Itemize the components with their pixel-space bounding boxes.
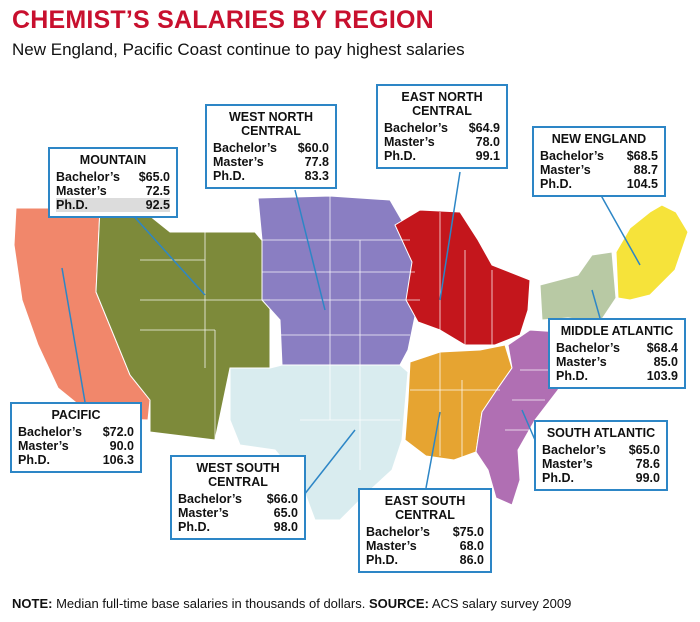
region-name-line2: CENTRAL [395, 508, 455, 522]
value: $66.0 [266, 492, 298, 506]
middle-atlantic-label-box: MIDDLE ATLANTIC Bachelor’s $68.4 Master’s… [548, 318, 686, 389]
row-label: Master’s [213, 155, 264, 169]
region-middle-atlantic [539, 251, 617, 323]
row-label: Ph.D. [540, 177, 572, 191]
region-name: NEW ENGLAND [551, 132, 647, 146]
value: $64.9 [468, 121, 500, 135]
row-label: Ph.D. [56, 198, 88, 212]
value: 72.5 [145, 184, 170, 198]
west-south-central-label-box: WEST SOUTH CENTRAL Bachelor’s $66.0 Master… [170, 455, 306, 540]
region-new-england [615, 204, 689, 301]
chart-title: CHEMIST’S SALARIES BY REGION [12, 6, 434, 34]
region-name-line1: WEST SOUTH [196, 461, 280, 475]
value: $60.0 [297, 141, 329, 155]
value: 104.5 [626, 177, 658, 191]
footnote: NOTE: Median full-time base salaries in … [12, 596, 571, 611]
source-label: SOURCE: [368, 596, 429, 611]
value: 92.5 [145, 198, 170, 212]
value: $65.0 [138, 170, 170, 184]
value: 86.0 [459, 553, 484, 567]
row-label: Bachelor’s [540, 149, 604, 163]
row-label: Master’s [542, 457, 593, 471]
east-north-central-label-box: EAST NORTH CENTRAL Bachelor’s $64.9 Master… [376, 84, 508, 169]
region-name-line2: CENTRAL [241, 124, 301, 138]
row-label: Ph.D. [556, 369, 588, 383]
value: $72.0 [102, 425, 134, 439]
value: 99.0 [635, 471, 660, 485]
value: 65.0 [273, 506, 298, 520]
value: 83.3 [304, 169, 329, 183]
mountain-label-box: MOUNTAIN Bachelor’s $65.0 Master’s 72.5 Ph… [48, 147, 178, 218]
value: 78.6 [635, 457, 660, 471]
region-east-north-central [394, 209, 531, 346]
value: 103.9 [646, 369, 678, 383]
value: 78.0 [475, 135, 500, 149]
row-label: Master’s [540, 163, 591, 177]
row-label: Ph.D. [366, 553, 398, 567]
row-label: Ph.D. [178, 520, 210, 534]
east-south-central-label-box: EAST SOUTH CENTRAL Bachelor’s $75.0 Master… [358, 488, 492, 573]
row-label: Bachelor’s [56, 170, 120, 184]
value: $75.0 [452, 525, 484, 539]
pacific-label-box: PACIFIC Bachelor’s $72.0 Master’s 90.0 Ph.… [10, 402, 142, 473]
leader-lines [61, 171, 641, 501]
value: $68.4 [646, 341, 678, 355]
row-label: Bachelor’s [556, 341, 620, 355]
row-label: Ph.D. [18, 453, 50, 467]
new-england-label-box: NEW ENGLAND Bachelor’s $68.5 Master’s 88.7… [532, 126, 666, 197]
row-label: Bachelor’s [213, 141, 277, 155]
row-label: Ph.D. [542, 471, 574, 485]
region-name-line2: CENTRAL [208, 475, 268, 489]
region-name: PACIFIC [51, 408, 101, 422]
region-name-line1: EAST NORTH [401, 90, 483, 104]
value: 77.8 [304, 155, 329, 169]
region-name-line1: EAST SOUTH [384, 494, 466, 508]
value: 88.7 [633, 163, 658, 177]
row-label: Bachelor’s [366, 525, 430, 539]
value: $65.0 [628, 443, 660, 457]
source-text: ACS salary survey 2009 [431, 596, 572, 611]
row-label: Master’s [384, 135, 435, 149]
value: $68.5 [626, 149, 658, 163]
row-label: Master’s [178, 506, 229, 520]
row-label: Master’s [556, 355, 607, 369]
chart-subtitle: New England, Pacific Coast continue to p… [12, 40, 465, 59]
row-label: Bachelor’s [384, 121, 448, 135]
value: 98.0 [273, 520, 298, 534]
note-label: NOTE: [12, 596, 53, 611]
region-name: MOUNTAIN [79, 153, 147, 167]
west-north-central-label-box: WEST NORTH CENTRAL Bachelor’s $60.0 Master… [205, 104, 337, 189]
region-name-line2: CENTRAL [412, 104, 472, 118]
value: 90.0 [109, 439, 134, 453]
row-label: Ph.D. [213, 169, 245, 183]
row-label: Master’s [18, 439, 69, 453]
row-label: Bachelor’s [542, 443, 606, 457]
region-name: SOUTH ATLANTIC [546, 426, 656, 440]
region-name-line1: WEST NORTH [228, 110, 314, 124]
row-label: Bachelor’s [18, 425, 82, 439]
row-label: Bachelor’s [178, 492, 242, 506]
value: 85.0 [653, 355, 678, 369]
value: 68.0 [459, 539, 484, 553]
note-text: Median full-time base salaries in thousa… [56, 596, 366, 611]
value: 99.1 [475, 149, 500, 163]
south-atlantic-label-box: SOUTH ATLANTIC Bachelor’s $65.0 Master’s 7… [534, 420, 668, 491]
value: 106.3 [102, 453, 134, 467]
row-label: Ph.D. [384, 149, 416, 163]
region-name: MIDDLE ATLANTIC [560, 324, 674, 338]
row-label: Master’s [56, 184, 107, 198]
region-west-north-central [257, 195, 421, 366]
row-label: Master’s [366, 539, 417, 553]
